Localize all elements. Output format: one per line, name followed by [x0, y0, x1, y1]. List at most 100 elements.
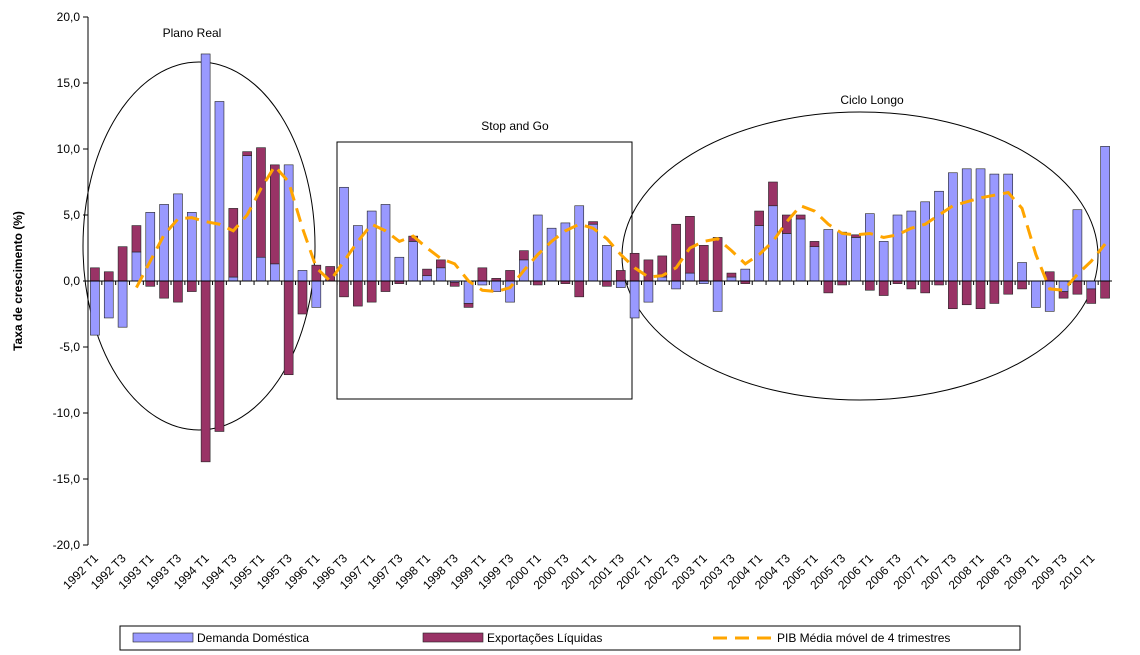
bar — [768, 205, 778, 282]
bar — [532, 214, 543, 282]
bar — [353, 280, 363, 307]
bar — [270, 164, 280, 265]
bar — [546, 227, 557, 282]
bar — [795, 218, 806, 282]
bar — [920, 280, 930, 294]
bar — [436, 259, 446, 269]
y-tick-label: -10,0 — [53, 406, 81, 420]
y-tick-label: 15,0 — [57, 76, 81, 90]
bar — [463, 303, 474, 308]
bar — [477, 280, 488, 286]
bar — [380, 204, 391, 282]
bar — [934, 280, 944, 286]
bar — [90, 267, 100, 282]
bar — [643, 259, 654, 282]
bar — [1072, 209, 1083, 282]
bar — [795, 214, 806, 220]
bar — [117, 246, 128, 282]
bar — [615, 280, 626, 288]
legend-label: Exportações Líquidas — [487, 631, 602, 645]
bar — [242, 151, 252, 156]
bar — [214, 280, 225, 432]
y-tick-label: -5,0 — [59, 340, 80, 354]
bar — [975, 280, 986, 310]
plano-real-ellipse — [82, 61, 316, 431]
bar — [159, 280, 169, 299]
bar — [685, 272, 695, 282]
bar — [574, 280, 585, 298]
bar — [1072, 280, 1083, 295]
bar — [1100, 280, 1110, 299]
bar — [200, 53, 211, 282]
bar — [380, 280, 391, 292]
legend-swatch — [422, 632, 484, 643]
bar — [366, 280, 377, 303]
bar — [103, 271, 114, 282]
bar — [422, 268, 432, 277]
bar — [726, 276, 737, 282]
bar — [90, 280, 100, 336]
bar — [865, 280, 875, 291]
bar — [948, 280, 958, 310]
bar — [1086, 288, 1097, 304]
bar — [712, 237, 723, 282]
y-tick-label: 5,0 — [63, 208, 80, 222]
bar — [1017, 280, 1027, 290]
bar — [408, 241, 418, 282]
bar — [186, 280, 197, 292]
bar — [615, 270, 626, 282]
bar — [311, 280, 322, 308]
bar — [698, 245, 709, 282]
bar — [574, 205, 585, 282]
bar — [422, 275, 432, 282]
legend-label: PIB Média móvel de 4 trimestres — [777, 631, 950, 645]
bar — [837, 231, 847, 282]
bar — [934, 190, 944, 282]
bar — [436, 267, 446, 282]
legend-swatch — [132, 632, 194, 643]
bar — [214, 101, 225, 282]
y-tick-label: -20,0 — [53, 538, 81, 552]
y-tick-label: -15,0 — [53, 472, 81, 486]
annotation: Stop and Go — [481, 119, 549, 133]
annotation: Ciclo Longo — [840, 93, 904, 107]
bar — [809, 246, 820, 282]
bar — [200, 280, 211, 463]
bar — [449, 282, 460, 287]
bar — [671, 223, 681, 282]
bar — [671, 280, 681, 290]
bar — [712, 280, 723, 312]
bar — [961, 168, 972, 282]
bar — [228, 208, 239, 278]
bar — [588, 223, 598, 282]
bar — [1044, 280, 1055, 312]
bar — [145, 212, 156, 282]
bar — [768, 181, 778, 207]
bar — [878, 280, 889, 296]
bar — [283, 164, 294, 282]
bar — [629, 252, 640, 282]
bar — [961, 280, 972, 306]
y-tick-label: 20,0 — [57, 10, 81, 24]
bar — [1017, 262, 1027, 282]
bar — [602, 280, 612, 287]
bar — [1086, 280, 1097, 290]
bar — [311, 264, 322, 282]
bar — [477, 267, 488, 282]
bar — [186, 212, 197, 282]
bar — [975, 168, 986, 282]
bar — [851, 237, 861, 282]
bar — [782, 233, 792, 282]
bar — [878, 241, 889, 282]
bar — [989, 280, 1000, 304]
y-axis-label: Taxa de crescimento (%) — [11, 211, 25, 351]
bar — [823, 280, 834, 294]
bar — [809, 241, 820, 247]
bar — [823, 229, 834, 282]
y-tick-label: 0,0 — [63, 274, 80, 288]
bar — [1100, 146, 1110, 282]
bar — [173, 280, 183, 303]
bar — [685, 216, 695, 274]
y-tick-label: 10,0 — [57, 142, 81, 156]
